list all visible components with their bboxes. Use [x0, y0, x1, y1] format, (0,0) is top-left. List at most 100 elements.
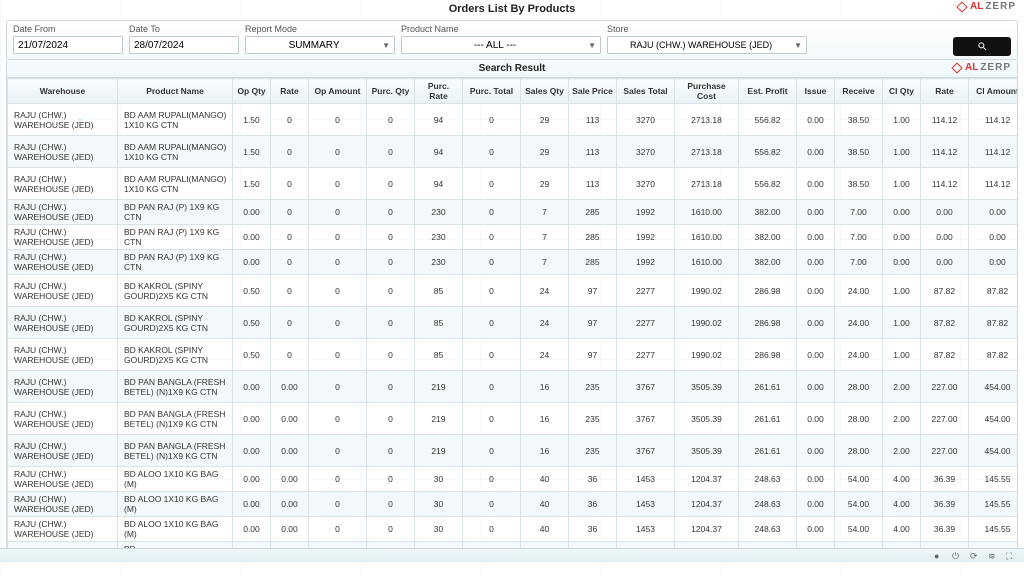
col-header[interactable]: Sales Qty — [521, 79, 569, 104]
table-cell: 54.00 — [835, 492, 883, 517]
product-name-select[interactable]: --- ALL --- ▼ — [401, 36, 601, 54]
table-cell: 0 — [367, 200, 415, 225]
table-cell: 285 — [569, 250, 617, 275]
table-row[interactable]: RAJU (CHW.) WAREHOUSE (JED)BD PAN RAJ (P… — [8, 250, 1019, 275]
table-cell: 1990.02 — [675, 275, 739, 307]
table-row[interactable]: RAJU (CHW.) WAREHOUSE (JED)BD ALOO 1X10 … — [8, 517, 1019, 542]
col-header[interactable]: Rate — [921, 79, 969, 104]
refresh-icon[interactable]: ⟳ — [970, 551, 980, 561]
table-cell: 0 — [309, 275, 367, 307]
table-cell: 0.00 — [233, 492, 271, 517]
col-header[interactable]: Op Amount — [309, 79, 367, 104]
table-row[interactable]: RAJU (CHW.) WAREHOUSE (JED)BD AAM RUPALI… — [8, 136, 1019, 168]
table-cell: 248.63 — [739, 517, 797, 542]
table-cell: 28.00 — [835, 435, 883, 467]
table-cell: 0.00 — [271, 435, 309, 467]
table-cell: 40 — [521, 492, 569, 517]
table-cell: 1610.00 — [675, 200, 739, 225]
table-row[interactable]: RAJU (CHW.) WAREHOUSE (JED)BD KAKROL (SP… — [8, 339, 1019, 371]
table-cell: 0 — [309, 168, 367, 200]
table-cell: 24.00 — [835, 307, 883, 339]
col-header[interactable]: Purchase Cost — [675, 79, 739, 104]
col-header[interactable]: Purc. Rate — [415, 79, 463, 104]
col-header[interactable]: Sale Price — [569, 79, 617, 104]
table-cell: 285 — [569, 200, 617, 225]
col-header[interactable]: Sales Total — [617, 79, 675, 104]
table-cell: 0 — [463, 403, 521, 435]
table-cell: 0 — [271, 200, 309, 225]
table-cell: 29 — [521, 136, 569, 168]
table-cell: 1610.00 — [675, 250, 739, 275]
col-header[interactable]: Est. Profit — [739, 79, 797, 104]
col-header[interactable]: Purc. Total — [463, 79, 521, 104]
table-row[interactable]: RAJU (CHW.) WAREHOUSE (JED)BD ALOO 1X10 … — [8, 467, 1019, 492]
table-row[interactable]: RAJU (CHW.) WAREHOUSE (JED)BD PAN BANGLA… — [8, 371, 1019, 403]
table-cell: BD PAN RAJ (P) 1X9 KG CTN — [118, 250, 233, 275]
table-cell: 114.12 — [969, 168, 1019, 200]
table-cell: BD PAN BANGLA (FRESH BETEL) (N)1X9 KG CT… — [118, 435, 233, 467]
date-from-input[interactable] — [13, 36, 123, 54]
table-cell: 0 — [271, 250, 309, 275]
table-row[interactable]: RAJU (CHW.) WAREHOUSE (JED)BD PAN RAJ (P… — [8, 225, 1019, 250]
table-cell: 7 — [521, 250, 569, 275]
table-cell: 0.00 — [797, 492, 835, 517]
brand-mark-icon — [956, 1, 967, 12]
table-cell: 382.00 — [739, 225, 797, 250]
col-header[interactable]: Rate — [271, 79, 309, 104]
col-header[interactable]: Purc. Qty — [367, 79, 415, 104]
table-row[interactable]: RAJU (CHW.) WAREHOUSE (JED)BD AAM RUPALI… — [8, 104, 1019, 136]
network-icon: ≋ — [988, 551, 998, 561]
table-cell: 0 — [367, 307, 415, 339]
report-mode-select[interactable]: SUMMARY ▼ — [245, 36, 395, 54]
col-header[interactable]: Product Name — [118, 79, 233, 104]
title-bar: Orders List By Products — [0, 0, 1024, 18]
search-button[interactable] — [953, 37, 1011, 56]
col-header[interactable]: Cl Amount — [969, 79, 1019, 104]
table-cell: 16 — [521, 435, 569, 467]
table-cell: 0.00 — [883, 250, 921, 275]
table-cell: 0.00 — [797, 250, 835, 275]
table-cell: 114.12 — [921, 168, 969, 200]
table-cell: RAJU (CHW.) WAREHOUSE (JED) — [8, 275, 118, 307]
table-row[interactable]: RAJU (CHW.) WAREHOUSE (JED)BD ALOO 1X10 … — [8, 492, 1019, 517]
table-cell: 0 — [367, 467, 415, 492]
expand-icon[interactable]: ⛶ — [1006, 551, 1016, 561]
col-header[interactable]: Op Qty — [233, 79, 271, 104]
col-header[interactable]: Receive — [835, 79, 883, 104]
table-cell: 0.00 — [969, 250, 1019, 275]
brand-logo-secondary: ALZERP — [953, 62, 1011, 73]
table-cell: 0 — [309, 435, 367, 467]
table-cell: 286.98 — [739, 307, 797, 339]
power-icon[interactable]: ⏻ — [952, 551, 962, 561]
table-cell: BD PAN RAJ (P) 1X9 KG CTN — [118, 200, 233, 225]
table-row[interactable]: RAJU (CHW.) WAREHOUSE (JED)BD PAN RAJ (P… — [8, 200, 1019, 225]
table-cell: 85 — [415, 275, 463, 307]
table-row[interactable]: RAJU (CHW.) WAREHOUSE (JED)BD AAM RUPALI… — [8, 168, 1019, 200]
table-cell: 0 — [463, 250, 521, 275]
table-row[interactable]: RAJU (CHW.) WAREHOUSE (JED)BD PAN BANGLA… — [8, 435, 1019, 467]
table-cell: 1.00 — [883, 275, 921, 307]
status-dot-icon: ● — [934, 551, 944, 561]
col-header[interactable]: Issue — [797, 79, 835, 104]
store-select[interactable]: RAJU (CHW.) WAREHOUSE (JED) ▼ — [607, 36, 807, 54]
table-cell: 24.00 — [835, 275, 883, 307]
table-cell: 114.12 — [969, 136, 1019, 168]
col-header[interactable]: Warehouse — [8, 79, 118, 104]
table-cell: 0 — [463, 168, 521, 200]
table-cell: 38.50 — [835, 136, 883, 168]
table-row[interactable]: RAJU (CHW.) WAREHOUSE (JED)BD PAN BANGLA… — [8, 403, 1019, 435]
date-to-input[interactable] — [129, 36, 239, 54]
brand-text-al: AL — [970, 1, 983, 12]
table-cell: 3767 — [617, 403, 675, 435]
table-cell: BD ALOO 1X10 KG BAG (M) — [118, 467, 233, 492]
table-cell: 0 — [309, 339, 367, 371]
col-header[interactable]: Cl Qty — [883, 79, 921, 104]
table-cell: 0 — [367, 104, 415, 136]
table-cell: 286.98 — [739, 339, 797, 371]
table-cell: RAJU (CHW.) WAREHOUSE (JED) — [8, 136, 118, 168]
table-row[interactable]: RAJU (CHW.) WAREHOUSE (JED)BD KAKROL (SP… — [8, 307, 1019, 339]
table-cell: RAJU (CHW.) WAREHOUSE (JED) — [8, 403, 118, 435]
table-cell: 0.00 — [233, 371, 271, 403]
table-cell: 114.12 — [921, 104, 969, 136]
table-row[interactable]: RAJU (CHW.) WAREHOUSE (JED)BD KAKROL (SP… — [8, 275, 1019, 307]
